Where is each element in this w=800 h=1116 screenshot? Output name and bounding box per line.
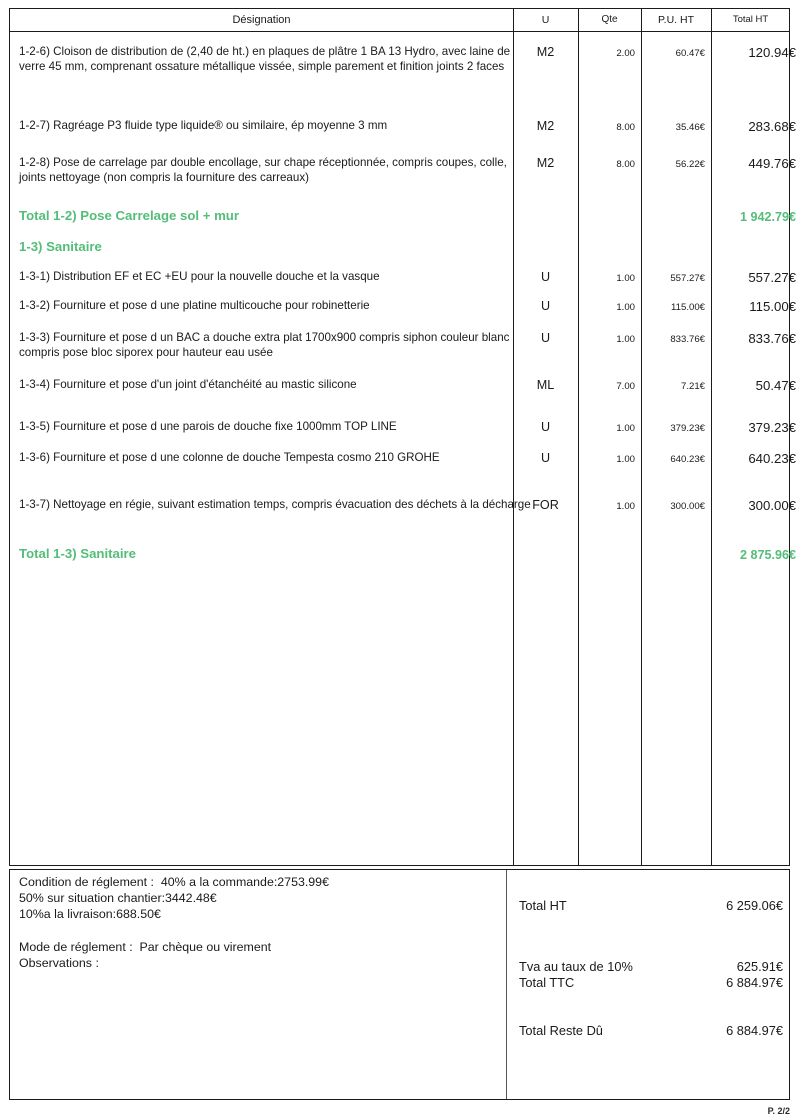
cell-total: 300.00€ [748,498,796,513]
cell-unit-price: 60.47€ [675,48,705,59]
cell-unit-price: 35.46€ [675,122,705,133]
cell-designation: Total 1-3) Sanitaire [19,546,137,561]
cell-quantity: 2.00 [616,48,635,59]
total-label: Total HT [519,898,567,913]
page-number-footer: P. 2/2 [767,1106,790,1116]
cell-designation: 1-3-5) Fourniture et pose d une parois d… [19,420,397,433]
cell-unit-price: 379.23€ [670,423,705,434]
column-divider-unit-price [641,9,643,865]
cell-unit-price: 557.27€ [670,273,705,284]
summary-panel-divider [506,870,508,1099]
column-header-unit-price: P.U. HT [658,14,694,26]
totals-block: Total HT 6 259.06€ Tva au taux de 10% 625.9… [506,870,789,1099]
cell-quantity: 1.00 [616,423,635,434]
cell-total: 120.94€ [748,45,796,60]
cell-designation: 1-3-1) Distribution EF et EC +EU pour la… [19,270,380,283]
column-divider-total [711,9,713,865]
cell-total: 50.47€ [755,378,796,393]
cell-unit: FOR [532,498,559,512]
cell-total: 2 875.96€ [739,548,796,562]
cell-unit: M2 [536,119,555,133]
cell-unit-price: 833.76€ [670,334,705,345]
cell-unit-price: 640.23€ [670,454,705,465]
cell-unit: M2 [536,45,555,59]
cell-total: 115.00€ [749,299,796,314]
column-header-quantity: Qte [601,14,618,25]
column-header-unit: U [541,14,550,26]
total-label: Tva au taux de 10% [519,959,633,974]
total-value: 6 259.06€ [726,898,783,913]
total-label: Total TTC [519,975,575,990]
total-value: 625.91€ [736,959,783,974]
cell-unit-price: 300.00€ [670,501,705,512]
cell-designation: 1-2-8) Pose de carrelage par double enco… [19,156,507,184]
cell-unit-price: 56.22€ [675,159,705,170]
cell-designation: 1-2-7) Ragréage P3 fluide type liquide® … [19,119,388,132]
column-divider-quantity [578,9,580,865]
cell-unit-price: 7.21€ [680,381,705,392]
cell-unit: ML [536,378,555,392]
cell-total: 557.27€ [748,270,796,285]
cell-quantity: 1.00 [616,273,635,284]
cell-unit: M2 [536,156,555,170]
total-value: 6 884.97€ [726,975,783,990]
total-row: Total TTC 6 884.97€ [506,974,789,992]
cell-quantity: 8.00 [616,159,635,170]
cell-quantity: 1.00 [616,334,635,345]
cell-unit: U [540,331,551,345]
cell-designation: 1-2-6) Cloison de distribution de (2,40 … [19,45,511,73]
cell-unit: U [540,270,551,284]
total-row: Total HT 6 259.06€ [506,897,789,915]
cell-quantity: 7.00 [616,381,635,392]
cell-quantity: 8.00 [616,122,635,133]
cell-total: 833.76€ [748,331,796,346]
column-header-designation: Désignation [232,14,291,26]
cell-designation: 1-3-7) Nettoyage en régie, suivant estim… [19,498,531,511]
total-value: 6 884.97€ [726,1023,783,1038]
cell-quantity: 1.00 [616,454,635,465]
cell-designation: Total 1-2) Pose Carrelage sol + mur [19,208,239,223]
table-gridlines [10,9,789,865]
cell-total: 1 942.79€ [739,210,796,224]
cell-quantity: 1.00 [616,302,635,313]
payment-conditions-text: Condition de réglement : 40% a la comman… [19,875,329,971]
cell-designation: 1-3-3) Fourniture et pose d un BAC a dou… [19,331,510,359]
cell-designation: 1-3) Sanitaire [19,239,102,254]
cell-designation: 1-3-2) Fourniture et pose d une platine … [19,299,370,312]
header-bottom-rule [10,31,789,33]
cell-total: 449.76€ [748,156,796,171]
total-row: Tva au taux de 10% 625.91€ [506,958,789,976]
total-label: Total Reste Dû [519,1023,603,1038]
line-items-table: Désignation U Qte P.U. HT Total HT 1-2-6… [9,8,796,866]
column-header-total: Total HT [732,14,769,25]
cell-unit: U [540,299,551,313]
cell-designation: 1-3-4) Fourniture et pose d'un joint d'é… [19,378,357,391]
column-divider-unit [513,9,515,865]
cell-designation: 1-3-6) Fourniture et pose d une colonne … [19,451,440,464]
cell-total: 379.23€ [748,420,796,435]
cell-total: 283.68€ [748,119,796,134]
cell-unit: U [540,420,551,434]
cell-total: 640.23€ [748,451,796,466]
cell-unit: U [540,451,551,465]
cell-quantity: 1.00 [616,501,635,512]
cell-unit-price: 115.00€ [671,302,705,313]
table-rows: 1-2-6) Cloison de distribution de (2,40 … [10,31,796,865]
total-row: Total Reste Dû 6 884.97€ [506,1022,789,1040]
summary-panel: Condition de réglement : 40% a la comman… [9,869,790,1100]
